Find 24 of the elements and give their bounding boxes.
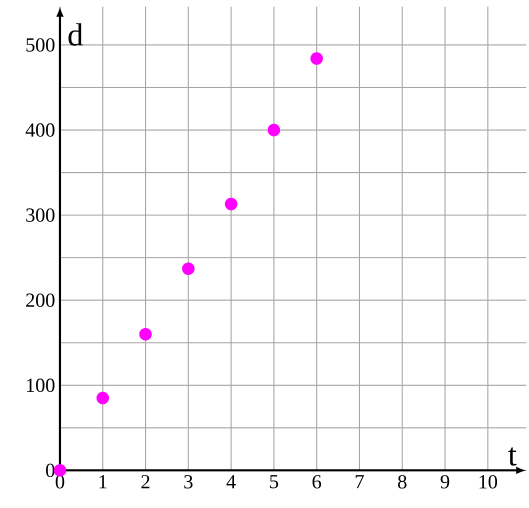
- point: [268, 124, 280, 136]
- x-tick-label: 2: [141, 475, 150, 488]
- point: [310, 52, 323, 65]
- point: [224, 198, 238, 210]
- x-tick-label: 9: [440, 475, 450, 489]
- y-tick-label: 300: [26, 208, 54, 222]
- x-tick-label: 10: [480, 475, 498, 489]
- x-tick-label: 4: [226, 475, 236, 488]
- x-tick-label: 8: [398, 475, 406, 489]
- y-tick-label: 400: [26, 123, 54, 137]
- x-axis-title: t: [508, 448, 517, 466]
- point: [139, 328, 152, 341]
- y-tick-label: 0: [46, 464, 54, 478]
- y-tick-label: 500: [26, 38, 54, 52]
- point: [96, 392, 110, 404]
- x-tick-label: 7: [356, 475, 364, 488]
- point: [182, 262, 195, 276]
- x-tick-label: 3: [184, 475, 193, 489]
- y-axis-title: d: [68, 23, 83, 46]
- x-tick-label: 1: [100, 475, 107, 488]
- x-tick-label: 5: [270, 475, 278, 489]
- y-tick-label: 100: [27, 378, 54, 392]
- x-tick-label: 6: [312, 475, 322, 489]
- y-tick-label: 200: [26, 294, 54, 308]
